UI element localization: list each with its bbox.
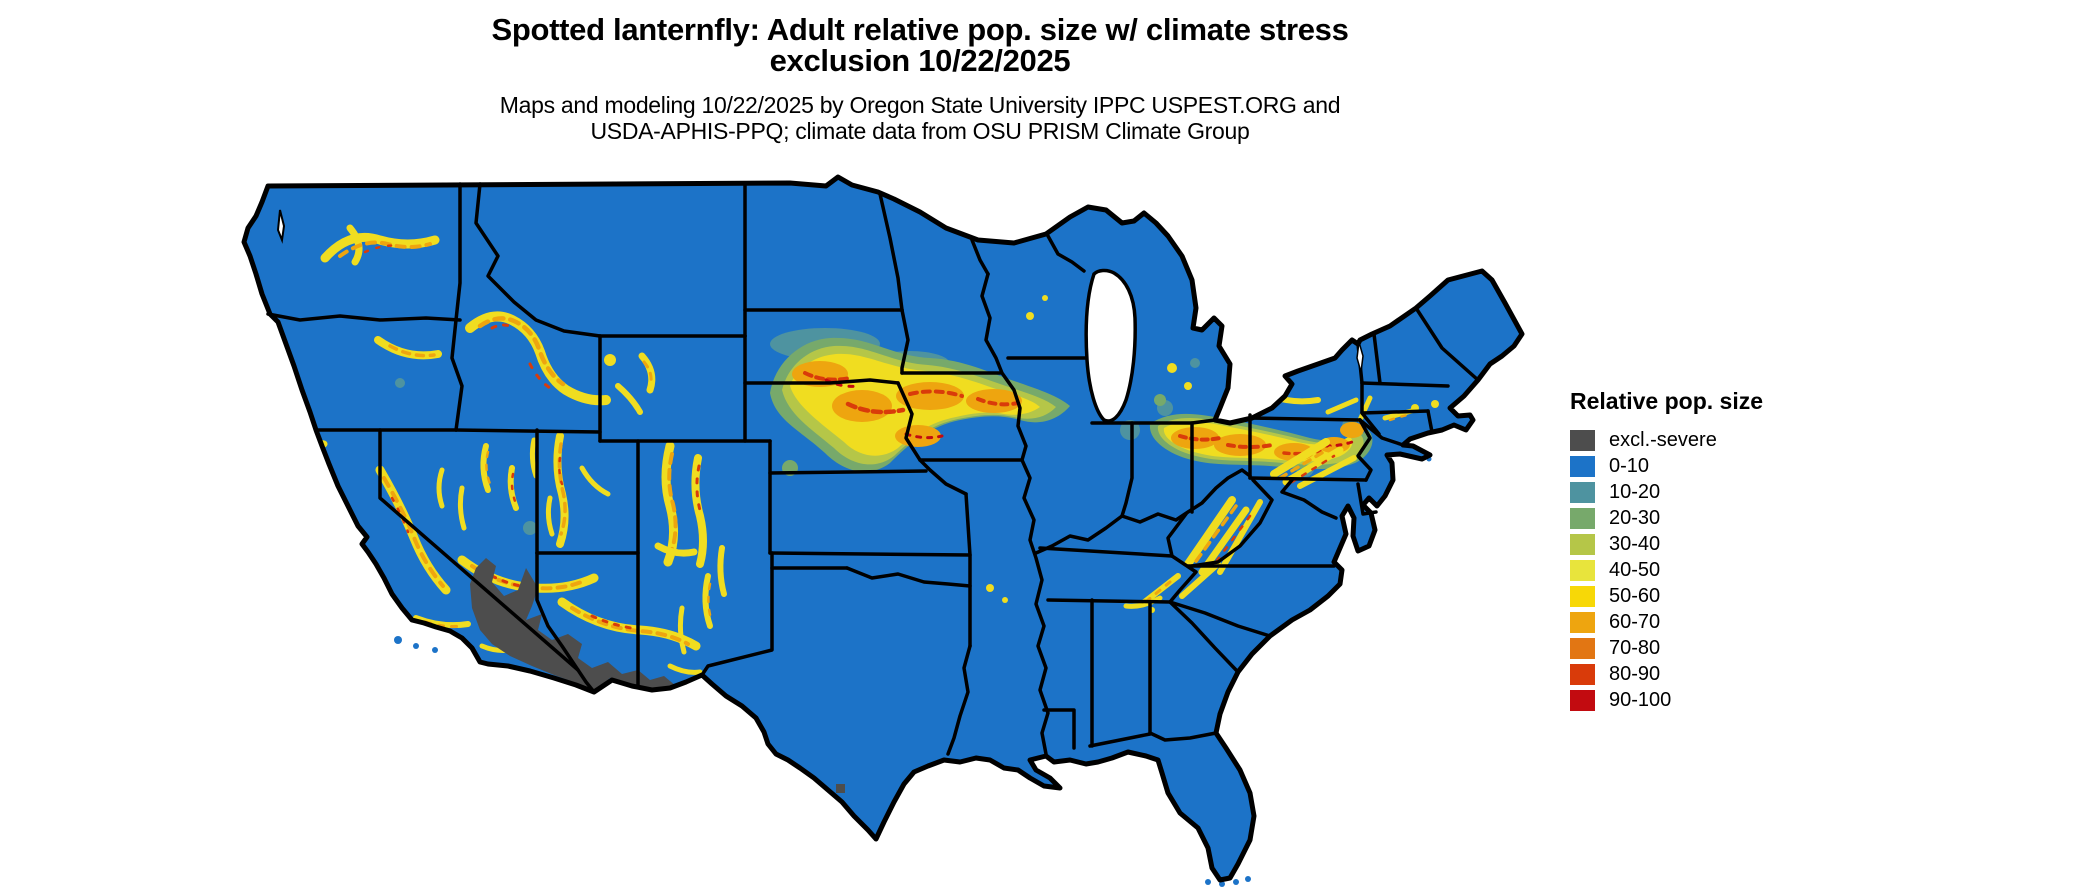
legend-label: 80-90 [1609,662,1661,685]
lake-michigan [1084,268,1137,423]
legend-item: excl.-severe [1570,427,1830,453]
legend-swatch [1570,663,1595,685]
legend-label: excl.-severe [1609,428,1717,451]
land-fill [244,177,1522,880]
legend-item: 60-70 [1570,609,1830,635]
legend-swatch [1570,455,1595,477]
population-heat-overlay [257,224,1439,826]
state-borders [266,181,1480,756]
legend-label: 90-100 [1609,688,1672,711]
map-title-line1: Spotted lanternfly: Adult relative pop. … [491,12,1349,47]
puget-sound [276,209,286,244]
legend: Relative pop. size excl.-severe 0-10 10-20… [1570,388,1830,713]
legend-items: excl.-severe 0-10 10-20 20-30 30-40 40-50 50-6… [1570,427,1830,713]
legend-label: 70-80 [1609,636,1661,659]
map-subtitle-line1: Maps and modeling 10/22/2025 by Oregon S… [499,92,1341,118]
legend-label: 30-40 [1609,532,1661,555]
legend-item: 50-60 [1570,583,1830,609]
legend-swatch [1570,637,1595,659]
legend-label: 10-20 [1609,480,1661,503]
legend-swatch [1570,585,1595,607]
legend-item: 0-10 [1570,453,1830,479]
legend-swatch [1570,507,1595,529]
legend-label: 0-10 [1609,454,1650,477]
legend-label: 20-30 [1609,506,1661,529]
us-map [230,168,1530,892]
legend-item: 40-50 [1570,557,1830,583]
heat-appalachian-ridges [1123,393,1439,609]
legend-item: 70-80 [1570,635,1830,661]
legend-label: 60-70 [1609,610,1661,633]
header: Spotted lanternfly: Adult relative pop. … [230,14,1610,144]
offshore-islands [394,456,1432,887]
legend-label: 50-60 [1609,584,1661,607]
legend-label: 40-50 [1609,558,1661,581]
legend-swatch [1570,611,1595,633]
legend-item: 20-30 [1570,505,1830,531]
legend-item: 10-20 [1570,479,1830,505]
map-title-line2: exclusion 10/22/2025 [769,43,1071,78]
us-map-svg [230,168,1530,887]
lake-champlain [1356,341,1364,373]
legend-item: 80-90 [1570,661,1830,687]
legend-swatch [1570,559,1595,581]
heat-minor-spots [986,295,1192,613]
heat-red-speckle [803,371,1354,456]
legend-swatch [1570,533,1595,555]
legend-title: Relative pop. size [1570,388,1764,414]
map-subtitle: Maps and modeling 10/22/2025 by Oregon S… [230,92,1610,144]
legend-swatch [1570,689,1595,711]
map-subtitle-line2: USDA-APHIS-PPQ; climate data from OSU PR… [590,118,1250,144]
legend-item: 90-100 [1570,687,1830,713]
legend-swatch [1570,429,1595,451]
legend-swatch [1570,481,1595,503]
legend-item: 30-40 [1570,531,1830,557]
